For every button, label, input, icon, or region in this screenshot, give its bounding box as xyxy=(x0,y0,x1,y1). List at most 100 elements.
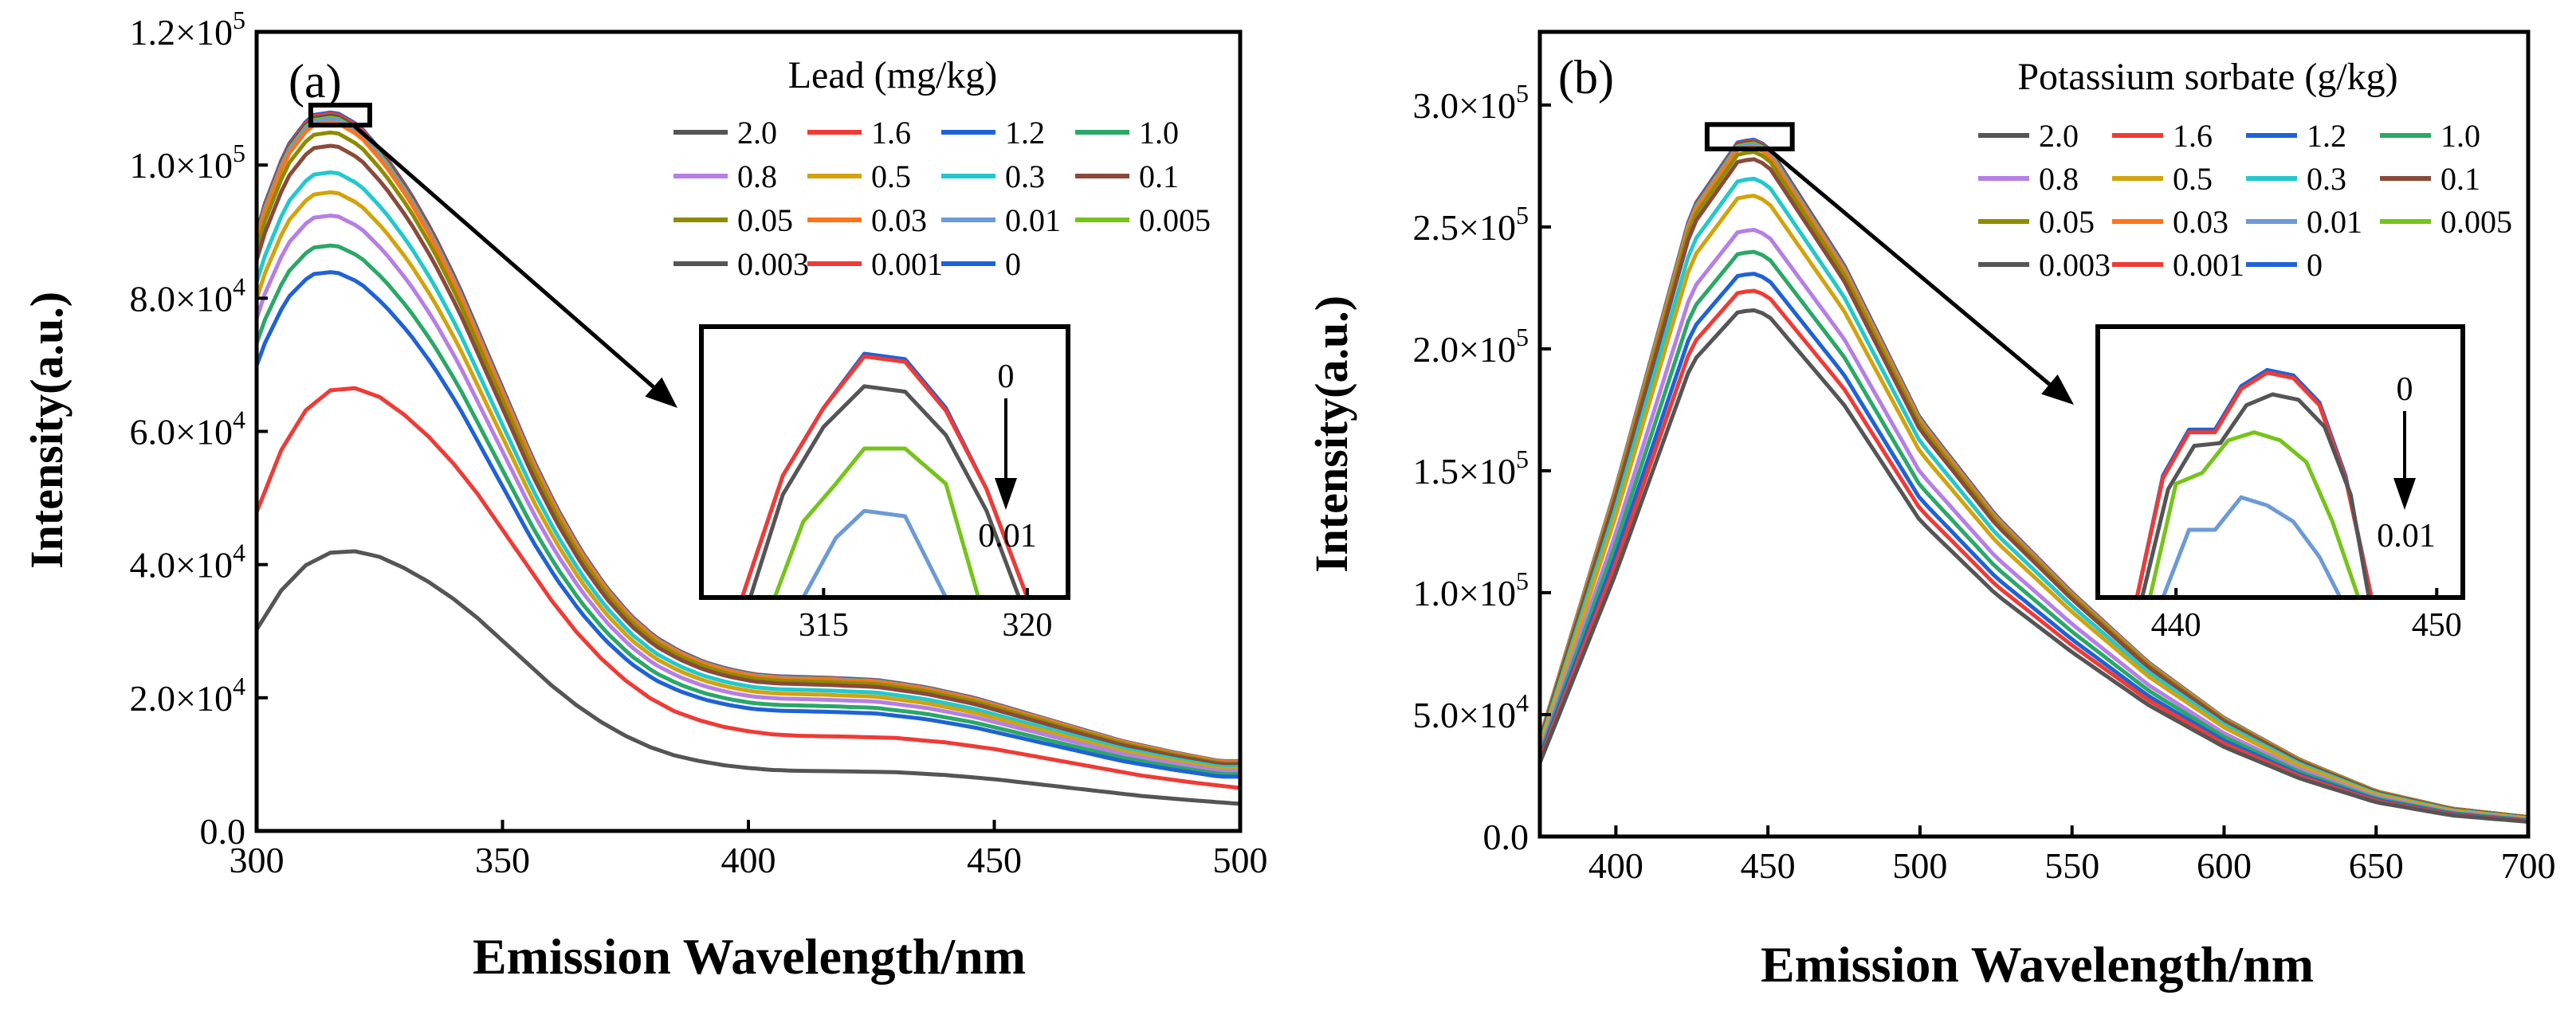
panel-a-x-tick-label: 450 xyxy=(967,840,1022,880)
panel-a-legend-label: 0.001 xyxy=(871,246,943,282)
panel-a-y-tick-label: 0.0 xyxy=(200,811,246,852)
panel-a-inset-curve xyxy=(772,446,981,598)
panel-b-y-tick-label: 0.0 xyxy=(1483,817,1530,857)
panel-b-zoom-arrow-head xyxy=(2041,374,2074,405)
panel-a-legend-label: 0.005 xyxy=(1139,202,1211,238)
panel-b-inset-x-tick-label: 440 xyxy=(2151,607,2201,644)
panel-a-legend: Lead (mg/kg) 2.0 1.6 1.2 1.0 0.8 0.5 0.3 0.1 0.0… xyxy=(673,54,1211,282)
panel-a-zoom-arrow xyxy=(351,123,677,408)
panel-b-y-ticks: 0.0 5.0×104 1.0×105 1.5×105 2.0×105 2.5×105 3.… xyxy=(1413,79,1551,857)
panel-a-y-tick-label: 2.0×104 xyxy=(130,672,245,719)
panel-a-legend-label: 0.003 xyxy=(737,246,809,282)
panel-a-x-tick-label: 350 xyxy=(475,840,530,880)
panel-b-legend-label: 0.1 xyxy=(2441,161,2480,197)
panel-a-series-line-0.5 xyxy=(257,190,1240,771)
panel-b-x-tick-label: 650 xyxy=(2349,845,2404,886)
panel-a-legend-label: 0 xyxy=(1005,246,1021,282)
panel-b-legend-label: 1.2 xyxy=(2307,118,2346,154)
panel-a-inset-x-tick-label: 320 xyxy=(1002,607,1052,644)
panel-a-y-tick-label: 1.0×105 xyxy=(130,139,245,186)
panel-b-inset-arrow-head xyxy=(2393,478,2416,510)
panel-b-x-tick-label: 600 xyxy=(2197,845,2252,886)
panel-a-x-tick-label: 300 xyxy=(230,840,285,880)
panel-b-y-tick-label: 5.0×104 xyxy=(1413,688,1529,735)
panel-a-inset-arrow-bottom-label: 0.01 xyxy=(978,518,1037,554)
panel-a-highlight-box xyxy=(308,102,372,128)
panel-a-legend-label: 0.05 xyxy=(737,202,793,238)
panel-a-y-ticks: 0.0 2.0×104 4.0×104 6.0×104 8.0×104 1.0×105 1.… xyxy=(130,6,268,852)
panel-a-legend-label: 1.6 xyxy=(871,115,911,151)
panel-a-series-line-1.6 xyxy=(257,386,1240,790)
panel-b-inset-curve xyxy=(2140,392,2371,598)
panel-a-legend-title: Lead (mg/kg) xyxy=(788,54,998,96)
panel-a-series-line-1.2 xyxy=(257,270,1240,779)
panel-a-label: (a) xyxy=(289,55,342,108)
panel-b-curves xyxy=(1540,137,2528,824)
panel-a-legend-label: 0.03 xyxy=(871,202,927,238)
panel-a-series-line-0.3 xyxy=(257,170,1240,770)
panel-b-highlight-box xyxy=(1704,122,1795,151)
panel-b-x-tick-label: 450 xyxy=(1741,845,1796,886)
panel-b-x-tick-label: 500 xyxy=(1892,845,1947,886)
panel-b-y-axis-title: Intensity(a.u.) xyxy=(1306,296,1357,573)
panel-a-inset-arrow-top-label: 0 xyxy=(998,359,1015,395)
panel-b-legend-label: 0.05 xyxy=(2039,204,2095,240)
panel-b-series-line-2.0 xyxy=(1540,308,2528,824)
panel-b-x-tick-label: 400 xyxy=(1588,845,1643,886)
panel-a-legend-label: 0.1 xyxy=(1139,159,1179,194)
panel-b-legend-label: 0.005 xyxy=(2441,204,2512,240)
panel-a-inset-x-tick-label: 315 xyxy=(799,607,849,644)
panel-b-legend-label: 1.6 xyxy=(2173,118,2213,154)
panel-b-legend: Potassium sorbate (g/kg) 2.0 1.6 1.2 1.0 0.8… xyxy=(1978,56,2512,283)
panel-a-zoom-arrow-head xyxy=(645,377,677,408)
panel-a-inset-curve xyxy=(748,384,1022,598)
panel-a-series-line-1.0 xyxy=(257,243,1240,777)
panel-b-x-axis-title: Emission Wavelength/nm xyxy=(1761,936,2314,993)
panel-a-legend-label: 2.0 xyxy=(737,115,777,151)
panel-b-legend-label: 0.8 xyxy=(2039,161,2079,197)
panel-a-y-tick-label: 8.0×104 xyxy=(130,272,245,319)
panel-a-x-tick-label: 400 xyxy=(721,840,776,880)
panel-a-x-axis-title: Emission Wavelength/nm xyxy=(473,928,1026,985)
panel-b-zoom-arrow xyxy=(1767,147,2074,405)
panel-b-legend-label: 0.03 xyxy=(2173,204,2228,240)
panel-b-inset-frame xyxy=(2095,324,2465,600)
panel-b-y-tick-label: 2.0×105 xyxy=(1413,323,1529,370)
panel-b-plot-frame xyxy=(1537,29,2531,839)
panel-a-chart: 300 350 400 450 500 0.0 2.0×104 4.0×104 6.0×104… xyxy=(21,6,1268,985)
panel-a-x-ticks: 300 350 400 450 500 xyxy=(230,820,1268,880)
panel-b-legend-title: Potassium sorbate (g/kg) xyxy=(2017,56,2397,98)
panel-a-y-tick-label: 1.2×105 xyxy=(130,6,245,53)
panel-b-inset: 440 450 0 0.01 xyxy=(2095,324,2465,644)
panel-b-x-tick-label: 550 xyxy=(2044,845,2099,886)
panel-b-y-tick-label: 1.5×105 xyxy=(1413,445,1529,492)
panel-b-legend-label: 0.01 xyxy=(2307,204,2362,240)
panel-b-chart: 400 450 500 550 600 650 700 0.0 5.0×104 1.0×105 1… xyxy=(1306,29,2556,993)
panel-b-legend-label: 0.003 xyxy=(2039,247,2111,283)
panel-b-inset-curve xyxy=(2147,430,2361,598)
panel-b-label: (b) xyxy=(1558,51,1614,104)
panel-a-y-axis-title: Intensity(a.u.) xyxy=(21,292,73,569)
panel-a-y-tick-label: 4.0×104 xyxy=(130,539,245,586)
panel-a-legend-label: 0.01 xyxy=(1005,202,1061,238)
panel-b-zoom-arrow-line xyxy=(1767,147,2051,386)
panel-a-series-line-0.8 xyxy=(257,214,1240,774)
panel-a-inset-arrow-head xyxy=(995,478,1017,510)
panel-a-series-line-0.1 xyxy=(257,143,1240,766)
panel-b-y-tick-label: 3.0×105 xyxy=(1413,79,1529,126)
panel-b-inset-arrow-top-label: 0 xyxy=(2397,371,2413,408)
panel-b-inset-curve xyxy=(2161,495,2342,598)
panel-b-y-tick-label: 1.0×105 xyxy=(1413,566,1529,613)
panel-a-inset-frame xyxy=(699,324,1070,600)
panel-a-y-tick-label: 6.0×104 xyxy=(130,406,245,453)
panel-b-legend-label: 0.001 xyxy=(2173,247,2244,283)
panel-b-y-tick-label: 2.5×105 xyxy=(1413,201,1529,248)
panel-a-legend-label: 0.5 xyxy=(871,159,911,194)
panel-b-legend-label: 2.0 xyxy=(2039,118,2079,154)
panel-b-legend-label: 0 xyxy=(2307,247,2323,283)
panel-b-inset-arrow-bottom-label: 0.01 xyxy=(2377,518,2436,554)
panel-a-legend-label: 1.2 xyxy=(1005,115,1045,151)
panel-a-legend-label: 1.0 xyxy=(1139,115,1179,151)
panel-a-legend-label: 0.3 xyxy=(1005,159,1045,194)
